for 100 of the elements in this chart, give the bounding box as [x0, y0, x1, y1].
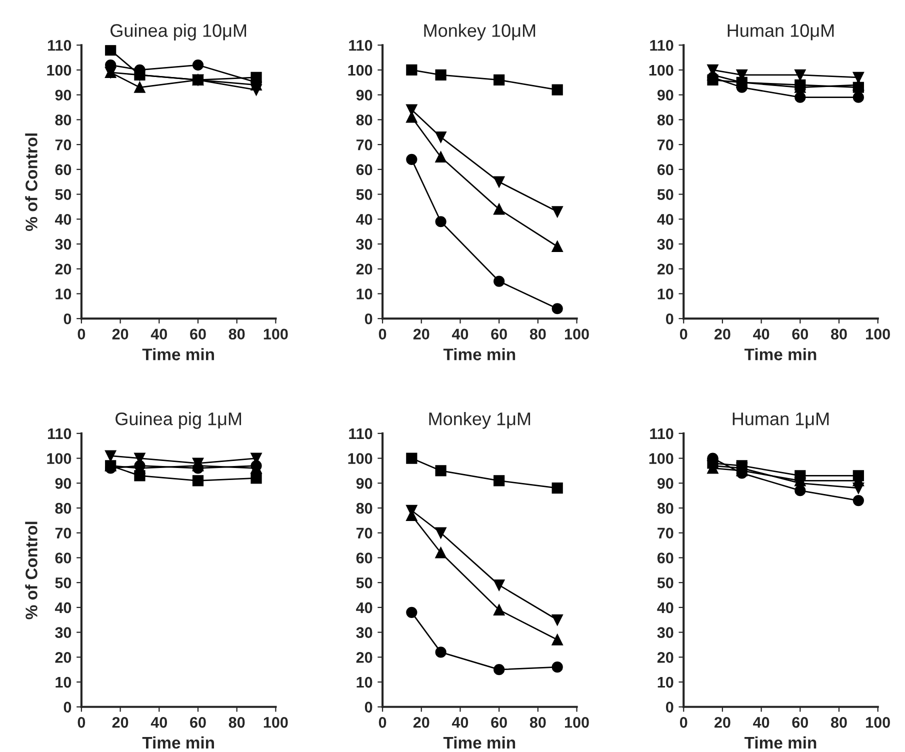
x-tick-label: 80	[530, 328, 546, 340]
x-tick-label: 80	[530, 717, 546, 728]
x-tick-label: 80	[228, 717, 245, 728]
x-tick-label: 20	[112, 717, 128, 728]
y-tick-label: 0	[364, 702, 372, 713]
y-tick-label: 80	[55, 114, 72, 126]
y-tick-label: 10	[658, 676, 674, 688]
x-axis-title: Time min	[744, 736, 816, 749]
x-tick-label: 100	[866, 717, 890, 728]
y-axis-title: % of Control	[25, 133, 38, 231]
x-axis-title: Time min	[744, 348, 816, 360]
y-tick-label: 10	[356, 676, 372, 688]
y-tick-label: 30	[55, 238, 72, 250]
x-tick-label: 40	[753, 328, 770, 340]
chart-title: Human 1μM	[732, 412, 829, 429]
y-tick-label: 20	[356, 652, 372, 663]
x-tick-label: 20	[112, 328, 128, 340]
y-tick-label: 110	[48, 40, 72, 51]
x-tick-label: 100	[866, 328, 890, 340]
y-tick-label: 50	[657, 189, 674, 200]
x-tick-label: 40	[452, 328, 468, 340]
chart-title: Human 10μM	[728, 24, 834, 40]
y-tick-label: 70	[658, 528, 674, 539]
y-tick-label: 70	[356, 528, 372, 539]
x-tick-label: 80	[830, 717, 847, 728]
y-tick-label: 60	[55, 552, 72, 564]
y-tick-label: 0	[666, 313, 674, 324]
x-axis-title: Time min	[443, 736, 516, 749]
y-tick-label: 110	[349, 40, 372, 51]
y-tick-label: 100	[47, 453, 72, 464]
y-tick-label: 50	[356, 577, 372, 588]
y-tick-label: 10	[658, 288, 674, 300]
x-tick-label: 80	[228, 328, 245, 340]
y-tick-label: 80	[657, 502, 674, 514]
x-tick-label: 60	[190, 717, 206, 728]
y-tick-label: 20	[55, 264, 72, 275]
chart-title: Guinea pig 10μM	[110, 24, 246, 41]
y-tick-label: 30	[657, 238, 674, 250]
y-tick-label: 100	[649, 64, 674, 76]
x-tick-label: 40	[753, 717, 770, 728]
y-tick-label: 90	[356, 90, 372, 101]
x-tick-label: 60	[792, 328, 808, 340]
y-tick-label: 50	[55, 577, 72, 588]
chart-title: Monkey 1μM	[429, 412, 530, 429]
x-tick-label: 60	[491, 717, 507, 728]
x-axis-title: Time min	[142, 348, 214, 360]
x-tick-label: 80	[830, 328, 847, 340]
y-tick-label: 40	[356, 214, 372, 225]
y-tick-label: 90	[356, 478, 372, 489]
x-tick-label: 60	[491, 328, 507, 340]
x-tick-label: 100	[264, 328, 288, 340]
y-tick-label: 50	[356, 189, 372, 200]
y-tick-label: 20	[356, 264, 372, 275]
x-tick-label: 100	[564, 717, 589, 728]
y-tick-label: 80	[356, 502, 372, 514]
y-tick-label: 80	[356, 114, 372, 126]
y-tick-label: 60	[356, 552, 372, 564]
x-tick-label: 0	[680, 717, 688, 728]
y-tick-label: 40	[54, 602, 72, 614]
x-tick-label: 60	[792, 717, 808, 728]
y-tick-label: 10	[56, 676, 72, 688]
y-tick-label: 70	[658, 139, 674, 150]
y-tick-label: 40	[54, 214, 72, 225]
y-tick-label: 100	[348, 453, 372, 464]
y-tick-label: 40	[356, 602, 372, 614]
y-tick-label: 90	[55, 90, 72, 101]
x-tick-label: 40	[150, 717, 168, 728]
x-tick-label: 100	[564, 328, 589, 340]
y-tick-label: 110	[650, 428, 674, 440]
y-tick-label: 50	[55, 189, 72, 200]
y-tick-label: 0	[64, 702, 72, 713]
x-tick-label: 40	[452, 717, 468, 728]
y-tick-label: 100	[649, 453, 674, 464]
y-tick-label: 30	[657, 627, 674, 638]
x-axis-title: Time min	[142, 736, 214, 749]
y-tick-label: 110	[48, 428, 72, 440]
x-tick-label: 0	[78, 717, 86, 728]
y-tick-label: 30	[55, 627, 72, 638]
y-tick-label: 100	[47, 64, 72, 76]
x-tick-label: 100	[264, 717, 288, 728]
y-tick-label: 80	[657, 114, 674, 126]
y-tick-label: 80	[55, 502, 72, 514]
y-tick-label: 0	[64, 313, 72, 324]
x-tick-label: 0	[378, 328, 386, 340]
y-tick-label: 90	[55, 478, 72, 489]
y-axis-title: % of Control	[25, 522, 38, 620]
y-tick-label: 70	[356, 139, 372, 150]
y-tick-label: 60	[657, 552, 674, 564]
x-tick-label: 0	[680, 328, 688, 340]
chart-title: Monkey 10μM	[424, 24, 536, 41]
x-tick-label: 20	[413, 328, 430, 340]
y-tick-label: 10	[56, 288, 72, 300]
x-tick-label: 20	[413, 717, 430, 728]
chart-title: Guinea pig 1μM	[116, 412, 242, 429]
x-tick-label: 0	[78, 328, 86, 340]
x-tick-label: 20	[714, 328, 730, 340]
y-tick-label: 30	[356, 627, 372, 638]
y-tick-label: 50	[657, 577, 674, 588]
y-tick-label: 20	[657, 264, 674, 275]
x-axis-title: Time min	[443, 348, 516, 360]
